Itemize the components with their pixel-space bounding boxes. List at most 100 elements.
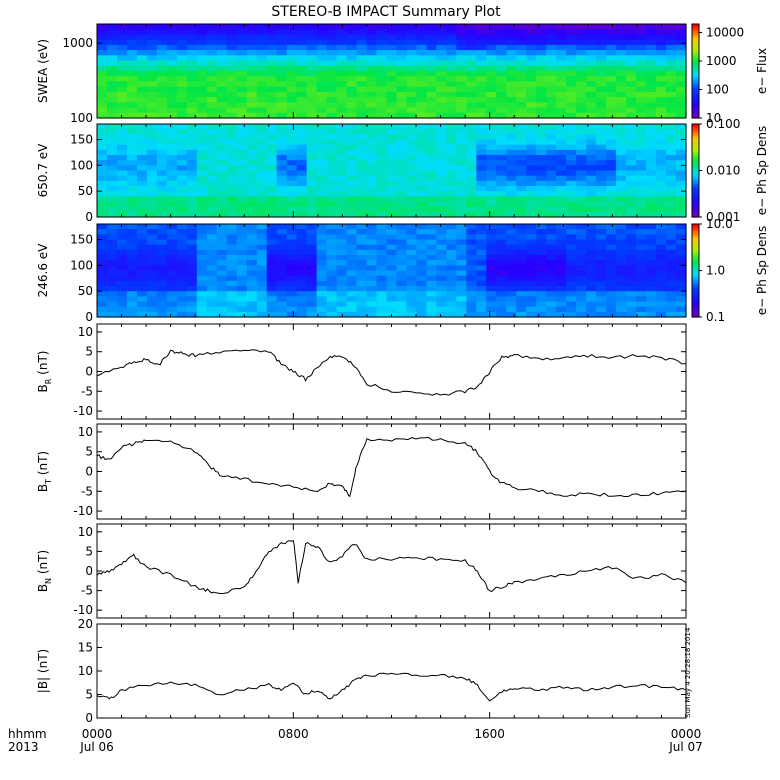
- heatmap-cell: [506, 291, 517, 297]
- heatmap-cell: [106, 234, 118, 241]
- heatmap-cell: [536, 249, 547, 256]
- heatmap-cell: [456, 65, 467, 72]
- heatmap-cell: [356, 29, 368, 36]
- heatmap-cell: [586, 129, 597, 135]
- heatmap-cell: [326, 206, 338, 213]
- heatmap-cell: [366, 170, 378, 177]
- heatmap-cell: [136, 24, 148, 30]
- heatmap-cell: [136, 170, 148, 177]
- heatmap-cell: [176, 60, 188, 67]
- heatmap-cell: [166, 270, 178, 277]
- heatmap-cell: [676, 149, 687, 156]
- heatmap-cell: [176, 24, 188, 30]
- heatmap-cell: [466, 224, 477, 230]
- heatmap-cell: [346, 265, 358, 272]
- heatmap-cell: [316, 201, 328, 208]
- heatmap-cell: [426, 186, 438, 192]
- heatmap-cell: [97, 224, 108, 230]
- heatmap-cell: [426, 296, 438, 303]
- heatmap-cell: [426, 24, 438, 30]
- heatmap-cell: [676, 60, 687, 67]
- heatmap-cell: [356, 160, 368, 166]
- heatmap-cell: [456, 260, 467, 266]
- heatmap-cell: [636, 260, 647, 266]
- heatmap-cell: [366, 91, 378, 98]
- heatmap-cell: [336, 76, 348, 83]
- colorbar-step: [692, 54, 699, 58]
- heatmap-cell: [336, 39, 348, 46]
- heatmap-cell: [456, 311, 467, 318]
- heatmap-cell: [486, 186, 497, 192]
- heatmap-cell: [326, 97, 338, 103]
- heatmap-cell: [126, 186, 138, 192]
- heatmap-cell: [676, 102, 687, 109]
- heatmap-cell: [176, 144, 188, 151]
- heatmap-cell: [276, 50, 288, 56]
- heatmap-cell: [376, 286, 388, 292]
- heatmap-cell: [136, 50, 148, 56]
- time-tick-date: Jul 06: [79, 740, 114, 754]
- heatmap-cell: [466, 311, 477, 318]
- heatmap-cell: [286, 206, 298, 213]
- heatmap-cell: [646, 129, 657, 135]
- heatmap-cell: [396, 244, 408, 251]
- heatmap-cell: [406, 102, 418, 109]
- heatmap-cell: [126, 86, 138, 93]
- heatmap-cell: [536, 124, 547, 130]
- heatmap-cell: [636, 39, 647, 46]
- colorbar: 10.01.00.1e− Ph Sp Dens: [691, 217, 769, 324]
- heatmap-cell: [366, 29, 378, 36]
- heatmap-cell: [646, 144, 657, 151]
- heatmap-cell: [236, 155, 248, 161]
- heatmap-cell: [446, 186, 457, 192]
- heatmap-cell: [596, 91, 607, 98]
- heatmap-cell: [186, 306, 198, 313]
- heatmap-cell: [106, 165, 118, 172]
- heatmap-cell: [236, 249, 248, 256]
- heatmap-cell: [566, 239, 577, 246]
- heatmap-cell: [246, 124, 258, 130]
- heatmap-cell: [316, 155, 328, 161]
- heatmap-cell: [296, 196, 308, 203]
- heatmap-cell: [156, 224, 168, 230]
- heatmap-cell: [176, 29, 188, 36]
- heatmap-cell: [166, 149, 178, 156]
- heatmap-cell: [256, 160, 268, 166]
- heatmap-cell: [636, 244, 647, 251]
- heatmap-cell: [416, 186, 428, 192]
- heatmap-cell: [416, 191, 428, 197]
- heatmap-cell: [456, 296, 467, 303]
- heatmap-cell: [656, 76, 667, 83]
- heatmap-cell: [296, 160, 308, 166]
- heatmap-cell: [156, 76, 168, 83]
- heatmap-cell: [336, 206, 348, 213]
- y-tick-label: -10: [73, 404, 93, 418]
- heatmap-cell: [196, 270, 208, 277]
- heatmap-cell: [216, 76, 228, 83]
- heatmap-cell: [256, 239, 268, 246]
- heatmap-cell: [676, 134, 687, 141]
- heatmap-cell: [376, 155, 388, 161]
- heatmap-cell: [336, 260, 348, 266]
- heatmap-cell: [97, 280, 108, 287]
- heatmap-cell: [666, 229, 677, 235]
- heatmap-cell: [556, 97, 567, 103]
- heatmap-cell: [366, 144, 378, 151]
- heatmap-cell: [556, 34, 567, 41]
- heatmap-cell: [396, 180, 408, 187]
- heatmap-cell: [246, 296, 258, 303]
- heatmap-cell: [616, 112, 627, 119]
- heatmap-cell: [506, 170, 517, 177]
- heatmap-cell: [246, 71, 258, 77]
- heatmap-cell: [366, 191, 378, 197]
- heatmap-cell: [616, 155, 627, 161]
- heatmap-cell: [226, 234, 238, 241]
- colorbar-step: [692, 82, 699, 86]
- heatmap-cell: [436, 224, 447, 230]
- heatmap-cell: [676, 29, 687, 36]
- heatmap-cell: [606, 91, 617, 98]
- heatmap-cell: [316, 175, 328, 182]
- heatmap-cell: [296, 144, 308, 151]
- heatmap-cell: [656, 301, 667, 308]
- heatmap-cell: [536, 112, 547, 119]
